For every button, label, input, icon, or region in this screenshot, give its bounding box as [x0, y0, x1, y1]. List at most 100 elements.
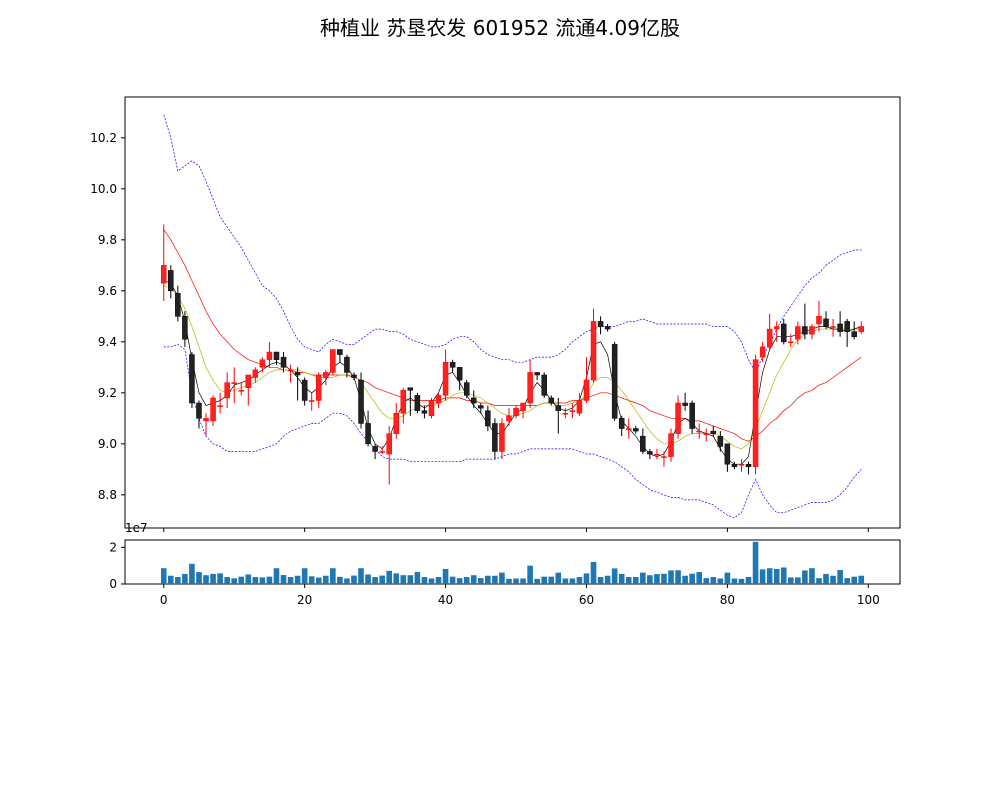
volume-bar [703, 578, 710, 584]
candle-body [618, 418, 625, 429]
volume-bar [210, 573, 216, 584]
y-tick-label: 9.0 [98, 437, 117, 451]
candle-body [351, 374, 357, 378]
candle-body [534, 372, 540, 376]
volume-bar [167, 575, 174, 584]
volume-bar [632, 577, 639, 584]
volume-bar [189, 563, 195, 584]
candle-body [604, 326, 611, 330]
candle-body [541, 374, 547, 396]
candle-body [844, 321, 850, 332]
volume-bar [555, 572, 562, 584]
candle-body [196, 402, 202, 419]
candle-body [485, 410, 491, 427]
volume-bar [365, 574, 371, 584]
volume-bar [252, 577, 259, 584]
y-tick-label: 10.2 [90, 131, 117, 145]
candle-body [696, 430, 702, 433]
volume-bar [322, 575, 329, 584]
candle-body [266, 351, 273, 360]
volume-bar [372, 577, 378, 584]
candle-body [759, 346, 766, 358]
candle-body [717, 435, 724, 447]
volume-bar [520, 578, 526, 584]
volume-bar [273, 568, 280, 584]
candle-body [781, 323, 787, 343]
volume-bar [745, 577, 752, 584]
candle-body [661, 456, 667, 458]
candle-body [358, 379, 364, 424]
candle-body [161, 265, 167, 284]
volume-bar [330, 568, 336, 584]
candle-body [189, 354, 195, 404]
volume-bar [280, 575, 287, 584]
candle-body [471, 397, 477, 404]
candle-body [273, 351, 280, 360]
candle-body [703, 433, 709, 435]
volume-y-tick-label: 0 [109, 577, 117, 591]
y-tick-label: 9.4 [98, 335, 117, 349]
candle-body [513, 407, 519, 417]
candle-body [252, 369, 259, 378]
candle-body [414, 395, 421, 411]
volume-bar [499, 572, 505, 584]
volume-bar [752, 541, 759, 584]
y-tick-label: 9.2 [98, 386, 117, 400]
candle-body [449, 361, 456, 368]
volume-bar [844, 578, 850, 584]
volume-bar [858, 575, 865, 584]
candle-body [301, 379, 308, 401]
candle-body [372, 446, 378, 452]
volume-bar [738, 578, 745, 584]
volume-bar [513, 578, 519, 584]
volume-bar [337, 576, 343, 584]
candle-body [611, 344, 618, 419]
candle-body [597, 321, 604, 327]
volume-bar [238, 576, 245, 584]
ma-slow-line [163, 229, 862, 442]
volume-bar [590, 562, 597, 584]
candle-body [294, 372, 301, 376]
y-tick-label: 10.0 [90, 182, 117, 196]
candle-body [365, 423, 371, 445]
ma-fast-line [163, 280, 862, 465]
candle-body [168, 270, 174, 292]
candle-body [738, 463, 745, 466]
volume-bar [696, 572, 703, 584]
candle-body [316, 374, 322, 401]
candle-body [245, 374, 252, 388]
candle-body [499, 423, 505, 452]
candle-body [626, 428, 632, 430]
volume-bar [344, 578, 350, 584]
volume-bar [421, 577, 428, 584]
volume-bar [470, 575, 477, 584]
candle-body [682, 402, 688, 406]
volume-bar [689, 573, 695, 584]
candle-body [435, 395, 442, 404]
volume-bar [773, 568, 780, 584]
candle-body [175, 293, 181, 317]
candle-body [830, 326, 836, 328]
volume-bar [414, 572, 421, 584]
volume-bar [625, 577, 632, 584]
volume-bar [780, 567, 787, 584]
candle-body [731, 463, 738, 468]
volume-bar [611, 568, 618, 584]
volume-axes-frame [124, 539, 901, 585]
volume-bar [851, 576, 858, 584]
candle-body [287, 369, 294, 372]
candle-body [463, 382, 470, 396]
chart-title: 种植业 苏垦农发 601952 流通4.09亿股 [320, 16, 680, 40]
volume-bar [463, 577, 470, 584]
volume-bar [301, 568, 308, 584]
candle-body [633, 428, 639, 432]
y-tick-label: 8.8 [98, 488, 117, 502]
volume-bar [562, 578, 569, 584]
volume-bar [379, 575, 385, 584]
boll-upper-line [163, 114, 862, 374]
volume-bar [647, 575, 653, 584]
candle-body [576, 400, 583, 414]
candle-body [583, 379, 590, 401]
candle-body [203, 418, 209, 422]
